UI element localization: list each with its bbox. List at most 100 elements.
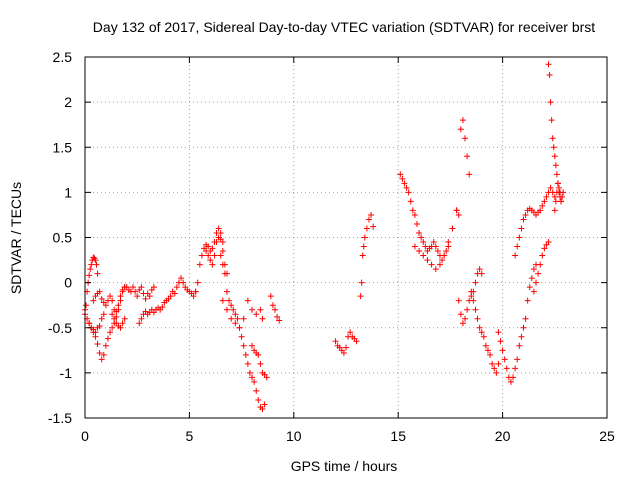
data-series <box>267 293 283 324</box>
data-point <box>340 350 347 357</box>
data-point <box>545 61 552 68</box>
data-point <box>83 302 90 309</box>
data-series <box>397 171 452 264</box>
data-point <box>117 324 124 331</box>
data-point <box>418 234 425 241</box>
data-point <box>455 211 462 218</box>
data-point <box>430 239 437 246</box>
data-point <box>113 308 120 315</box>
data-point <box>255 396 262 403</box>
data-point <box>363 225 370 232</box>
data-point <box>411 211 418 218</box>
data-point <box>497 338 504 345</box>
data-series <box>545 61 565 205</box>
data-point <box>439 257 446 264</box>
data-point <box>150 284 157 291</box>
data-point <box>535 270 542 277</box>
data-point <box>240 315 247 322</box>
data-point <box>109 297 116 304</box>
data-point <box>253 387 260 394</box>
data-point <box>539 252 546 259</box>
data-point <box>249 342 256 349</box>
data-point <box>217 236 224 243</box>
data-point <box>518 333 525 340</box>
data-point <box>530 288 537 295</box>
data-point <box>138 315 145 322</box>
data-point <box>370 223 377 230</box>
data-point <box>432 266 439 273</box>
data-point <box>537 207 544 214</box>
data-point <box>434 248 441 255</box>
data-point <box>416 248 423 255</box>
data-point <box>520 216 527 223</box>
y-tick-label: 1 <box>64 184 72 200</box>
data-point <box>109 311 116 318</box>
data-point <box>223 288 230 295</box>
data-point <box>249 374 256 381</box>
data-point <box>361 234 368 241</box>
data-point <box>276 317 283 324</box>
data-point <box>480 333 487 340</box>
data-point <box>104 335 111 342</box>
data-points <box>82 61 567 412</box>
y-axis-title: SDTVAR / TECUs <box>8 182 24 294</box>
y-tick-label: 1.5 <box>53 139 73 155</box>
data-point <box>449 225 456 232</box>
data-point <box>244 360 251 367</box>
data-point <box>261 401 268 408</box>
data-point <box>528 275 535 282</box>
data-point <box>219 297 226 304</box>
data-point <box>107 293 114 300</box>
data-series <box>411 207 460 273</box>
data-point <box>478 329 485 336</box>
data-point <box>409 207 416 214</box>
data-point <box>436 261 443 268</box>
data-series <box>332 329 360 357</box>
data-point <box>522 211 529 218</box>
data-point <box>96 288 103 295</box>
data-point <box>360 243 367 250</box>
data-point <box>86 272 93 279</box>
data-series <box>495 261 540 385</box>
data-point <box>98 315 105 322</box>
data-point <box>407 198 414 205</box>
data-point <box>499 347 506 354</box>
data-point <box>554 180 561 187</box>
data-series <box>530 239 552 295</box>
data-point <box>98 356 105 363</box>
data-point <box>541 198 548 205</box>
data-point <box>524 297 531 304</box>
data-point <box>551 193 558 200</box>
data-point <box>516 234 523 241</box>
y-tick-label: 0 <box>64 275 72 291</box>
data-point <box>130 284 137 291</box>
data-point <box>240 342 247 349</box>
data-series <box>453 117 473 218</box>
data-point <box>238 333 245 340</box>
data-point <box>269 302 276 309</box>
data-point <box>209 245 216 252</box>
y-tick-label: -1 <box>60 365 73 381</box>
data-point <box>267 293 274 300</box>
data-point <box>464 153 471 160</box>
data-point <box>472 306 479 313</box>
data-point <box>526 284 533 291</box>
data-point <box>359 252 366 259</box>
data-point <box>198 252 205 259</box>
data-point <box>100 351 107 358</box>
data-point <box>546 72 553 79</box>
data-point <box>514 356 521 363</box>
x-axis-title: GPS time / hours <box>291 458 398 474</box>
y-tick-label: 0.5 <box>53 230 73 246</box>
data-point <box>228 315 235 322</box>
data-point <box>520 324 527 331</box>
data-point <box>453 207 460 214</box>
data-point <box>96 350 103 357</box>
data-point <box>217 229 224 236</box>
data-point <box>236 324 243 331</box>
data-point <box>503 365 510 372</box>
data-point <box>138 284 145 291</box>
data-point <box>194 279 201 286</box>
data-point <box>232 320 239 327</box>
